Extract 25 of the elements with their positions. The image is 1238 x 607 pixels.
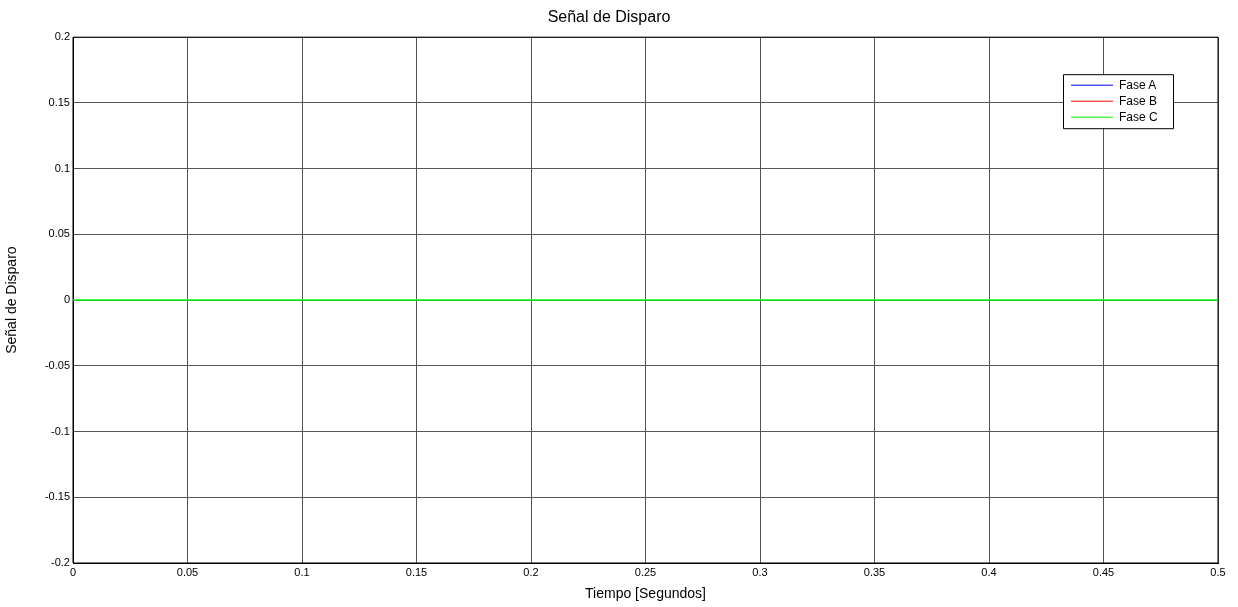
y-tick-label: 0.05 <box>48 227 70 240</box>
x-tick-label: 0.3 <box>752 565 768 578</box>
y-axis-title: Señal de Disparo <box>3 246 20 354</box>
y-tick-label: 0.1 <box>54 161 70 174</box>
x-tick-label: 0.35 <box>863 565 886 578</box>
legend-label: Fase B <box>1119 93 1158 108</box>
y-tick-label: -0.1 <box>51 424 70 437</box>
x-axis-title: Tiempo [Segundos] <box>585 585 706 602</box>
x-tick-label: 0.15 <box>405 565 428 578</box>
y-tick-label: -0.05 <box>44 358 70 371</box>
y-tick-label: 0.2 <box>54 30 70 43</box>
x-tick-label: 0.25 <box>634 565 657 578</box>
y-tick-label: 0 <box>63 293 70 306</box>
y-tick-label: -0.2 <box>51 556 70 569</box>
chart-title: Señal de Disparo <box>547 8 671 26</box>
x-tick-label: 0.05 <box>176 565 199 578</box>
legend-label: Fase C <box>1119 109 1159 124</box>
x-tick-label: 0.4 <box>981 565 997 578</box>
legend-label: Fase A <box>1119 77 1157 92</box>
x-tick-label: 0.5 <box>1210 565 1226 578</box>
x-tick-label: 0.1 <box>294 565 310 578</box>
x-tick-label: 0.45 <box>1092 565 1115 578</box>
x-tick-label: 0.2 <box>523 565 539 578</box>
y-tick-label: 0.15 <box>48 95 70 108</box>
y-tick-label: -0.15 <box>44 490 70 503</box>
